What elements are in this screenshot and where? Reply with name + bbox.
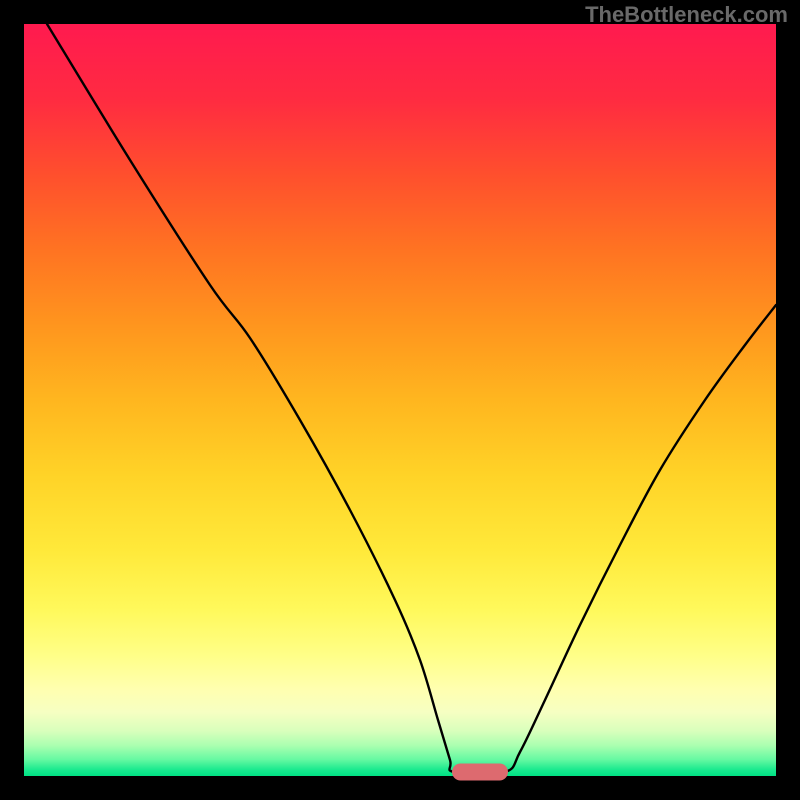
- chart-frame: TheBottleneck.com: [0, 0, 800, 800]
- watermark-text: TheBottleneck.com: [585, 2, 788, 28]
- plot-background: [24, 24, 776, 776]
- bottleneck-curve-chart: [0, 0, 800, 800]
- sweet-spot-marker: [452, 764, 508, 781]
